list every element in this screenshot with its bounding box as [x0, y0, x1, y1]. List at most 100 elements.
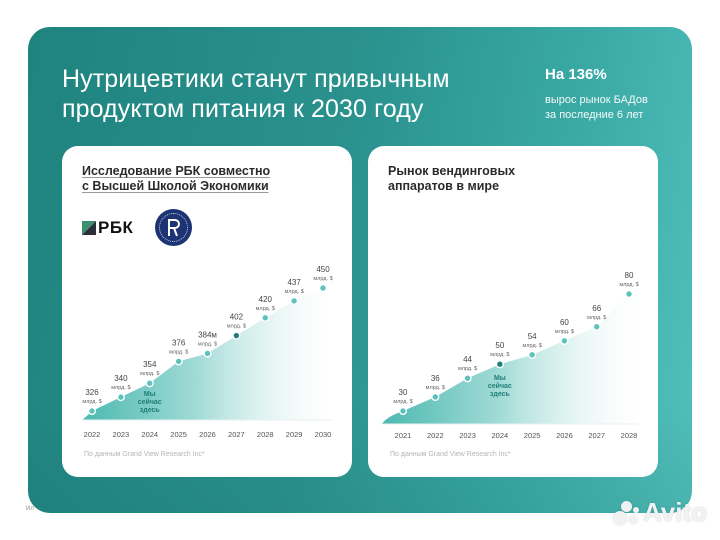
svg-text:420: 420: [259, 295, 273, 304]
svg-text:здесь: здесь: [490, 391, 511, 398]
x-tick-label: 2028: [257, 430, 274, 439]
source-footnote: По данным Grand View Research Inc*: [390, 451, 511, 458]
x-tick-label: 2028: [621, 431, 638, 440]
data-point: 376 млрд. $: [169, 338, 188, 366]
rbk-logo-text: РБК: [98, 218, 134, 237]
x-tick-label: 2025: [524, 431, 541, 440]
svg-text:326: 326: [85, 388, 99, 397]
svg-text:340: 340: [114, 374, 128, 383]
data-point: 50 млрд. $: [490, 341, 509, 369]
svg-text:354: 354: [143, 360, 157, 369]
x-tick-label: 2026: [199, 430, 216, 439]
svg-text:376: 376: [172, 338, 186, 347]
data-point: 44 млрд. $: [458, 355, 477, 383]
nutraceuticals-area-chart: 326 млрд. $ 2022 340 млрд. $ 2023 354 млрд. $ 20…: [82, 265, 333, 439]
svg-text:здесь: здесь: [140, 407, 161, 414]
svg-text:сейчас: сейчас: [488, 382, 512, 390]
title-line-2: продуктом питания к 2030 году: [62, 95, 424, 123]
x-tick-label: 2030: [315, 430, 332, 439]
avito-brand-text: Avito: [643, 497, 708, 527]
x-tick-label: 2027: [228, 430, 245, 439]
data-point: 36 млрд. $: [426, 374, 445, 402]
svg-text:млрд. $: млрд. $: [285, 289, 304, 295]
data-point: 54 млрд. $: [523, 332, 542, 359]
svg-text:млрд. $: млрд. $: [426, 385, 445, 391]
svg-text:млрд. $: млрд. $: [393, 399, 412, 405]
svg-text:млрд. $: млрд. $: [587, 315, 606, 321]
rbk-logo: РБК: [82, 218, 133, 238]
svg-text:437: 437: [287, 278, 301, 287]
avito-watermark: Avito: [612, 497, 707, 528]
svg-text:млрд. $: млрд. $: [555, 329, 574, 335]
svg-text:60: 60: [560, 318, 569, 327]
svg-text:млрд. $: млрд. $: [198, 341, 217, 347]
svg-text:66: 66: [592, 304, 601, 313]
area-fill: [382, 290, 638, 424]
data-point: 450 млрд. $: [313, 265, 333, 293]
stat-description: вырос рынок БАДов за последние 6 лет: [545, 93, 648, 123]
svg-text:402: 402: [230, 313, 244, 322]
card-title-line-2: аппаратов в мире: [388, 179, 500, 193]
svg-text:млрд. $: млрд. $: [227, 324, 246, 330]
svg-text:сейчас: сейчас: [138, 398, 162, 406]
vending-area-chart: 30 млрд. $ 2021 36 млрд. $ 2022 44 млрд. $ 2023 5…: [382, 271, 639, 440]
data-point: 340 млрд. $: [111, 374, 131, 402]
x-tick-label: 2026: [556, 431, 573, 440]
side-text: Ил: [26, 506, 34, 512]
svg-text:млрд. $: млрд. $: [313, 276, 332, 282]
data-point: 66 млрд. $: [587, 304, 606, 331]
stat-desc-line-1: вырос рынок БАДов: [545, 94, 648, 106]
card-title-line-1: Исследование РБК совместно: [82, 164, 271, 178]
svg-text:80: 80: [625, 271, 634, 280]
data-point: 402 млрд. $: [227, 313, 246, 340]
svg-text:44: 44: [463, 355, 472, 364]
x-tick-label: 2024: [141, 430, 158, 439]
svg-text:млрд. $: млрд. $: [169, 349, 188, 355]
svg-text:50: 50: [495, 341, 504, 350]
svg-text:млрд. $: млрд. $: [82, 399, 101, 405]
area-fill: [82, 284, 332, 420]
svg-text:450: 450: [316, 265, 330, 274]
svg-text:млрд. $: млрд. $: [523, 343, 542, 349]
source-footnote: По данным Grand View Research Inc*: [84, 451, 205, 458]
x-tick-label: 2023: [459, 431, 476, 440]
x-tick-label: 2021: [395, 431, 412, 440]
svg-text:млрд. $: млрд. $: [490, 352, 509, 358]
x-tick-label: 2025: [170, 430, 187, 439]
data-point: 354 млрд. $: [140, 360, 159, 388]
x-tick-label: 2022: [427, 431, 444, 440]
x-tick-label: 2023: [113, 430, 130, 439]
data-point: 30 млрд. $: [393, 388, 413, 416]
title-line-1: Нутрицевтики станут привычным: [62, 65, 450, 93]
page-title: Нутрицевтики станут привычным продуктом …: [62, 64, 502, 124]
svg-text:Мы: Мы: [144, 391, 156, 398]
vending-chart-card: Рынок вендинговых аппаратов в мире 30 млр…: [368, 146, 658, 477]
svg-text:54: 54: [528, 332, 537, 341]
hse-logo: [155, 209, 192, 246]
data-point: 80 млрд. $: [619, 271, 639, 299]
card-title: Рынок вендинговых аппаратов в мире: [388, 164, 515, 194]
x-tick-label: 2022: [84, 430, 101, 439]
data-point: 437 млрд. $: [285, 278, 304, 305]
svg-text:млрд. $: млрд. $: [619, 282, 638, 288]
card-title[interactable]: Исследование РБК совместно с Высшей Школ…: [82, 164, 270, 194]
svg-text:млрд. $: млрд. $: [256, 306, 275, 312]
stat-value: На 136%: [545, 66, 607, 83]
data-point: 326 млрд. $: [82, 388, 102, 416]
x-tick-label: 2024: [492, 431, 509, 440]
svg-text:30: 30: [399, 388, 408, 397]
data-point: 384м млрд. $: [198, 330, 217, 358]
growth-stat: На 136% вырос рынок БАДов за последние 6…: [545, 66, 648, 123]
x-tick-label: 2029: [286, 430, 303, 439]
avito-dots-icon: [612, 498, 642, 528]
svg-text:млрд. $: млрд. $: [140, 371, 159, 377]
svg-text:384м: 384м: [198, 330, 217, 339]
stat-desc-line-2: за последние 6 лет: [545, 109, 644, 121]
svg-text:млрд. $: млрд. $: [111, 385, 130, 391]
data-point: 420 млрд. $: [256, 295, 275, 322]
card-title-line-1: Рынок вендинговых: [388, 164, 516, 178]
nutraceuticals-chart-card: Исследование РБК совместно с Высшей Школ…: [62, 146, 352, 477]
svg-text:Мы: Мы: [494, 375, 506, 382]
